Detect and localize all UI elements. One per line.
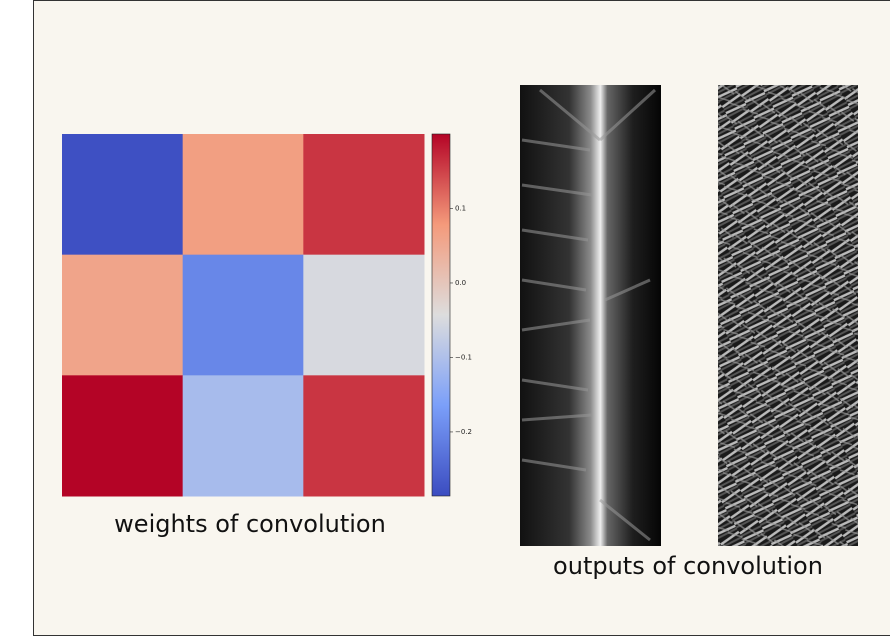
heatmap-cell: [303, 254, 425, 376]
heatmap-cell: [62, 375, 184, 497]
heatmap: [62, 134, 425, 497]
heatmap-cell: [303, 375, 425, 497]
heatmap-cell: [182, 134, 304, 256]
heatmap-cell: [182, 254, 304, 376]
heatmap-cell: [62, 254, 184, 376]
output-image-2-overlay: [718, 85, 858, 546]
colorbar-tick-label: −0.2: [455, 428, 472, 436]
colorbar: [431, 133, 451, 497]
heatmap-cell: [182, 375, 304, 497]
output-image-1: [520, 85, 661, 546]
caption: weights of convolution: [114, 510, 386, 538]
output-image-1-streaks: [521, 88, 657, 542]
caption: outputs of convolution: [553, 552, 823, 580]
heatmap-cell: [62, 134, 184, 256]
colorbar-tick-label: −0.1: [455, 353, 472, 361]
colorbar-tick-label: 0.1: [455, 204, 466, 212]
colorbar-tick-label: 0.0: [455, 279, 466, 287]
heatmap-cell: [303, 134, 425, 256]
